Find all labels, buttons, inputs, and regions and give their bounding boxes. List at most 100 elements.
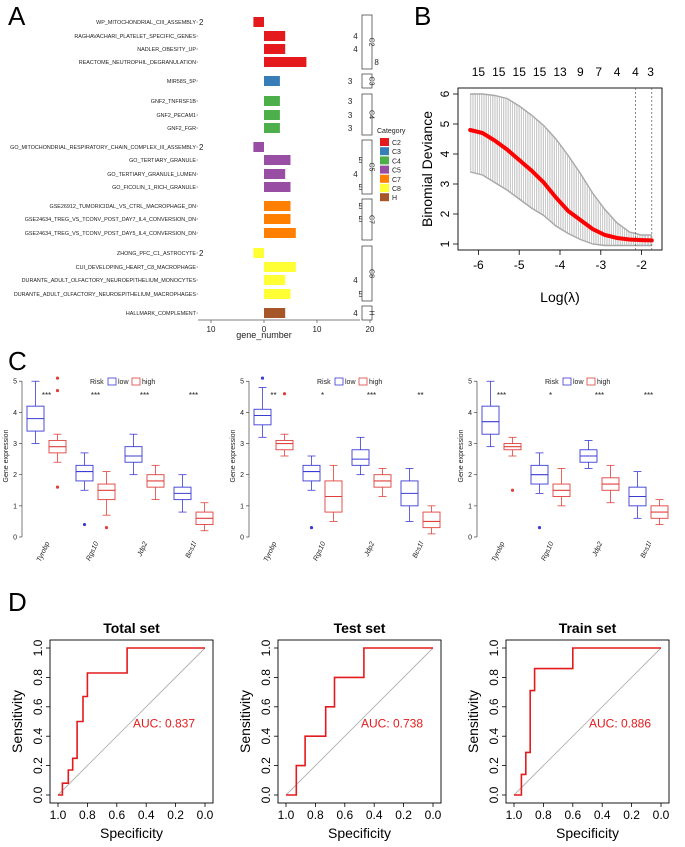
bar — [264, 76, 280, 86]
legend-label: low — [345, 379, 356, 386]
y-tick-label: 2 — [468, 472, 472, 479]
plot-frame — [49, 639, 214, 804]
group-strip-label: C3 — [368, 77, 375, 86]
y-tick-label: 0.4 — [31, 728, 45, 745]
y-tick-label: 1.0 — [259, 639, 273, 656]
legend-swatch — [380, 138, 389, 146]
group-strip — [361, 73, 373, 89]
bar — [264, 169, 286, 179]
roc-curve — [514, 647, 661, 796]
y-tick-label: 0.6 — [487, 698, 501, 715]
box-high — [275, 439, 294, 451]
pathway-label: WP_MITOCHONDRIAL_CIII_ASSEMBLY — [96, 20, 196, 26]
y-axis-title: Sensitivity — [9, 690, 25, 753]
y-tick-label: 5 — [438, 120, 452, 127]
legend-swatch — [131, 377, 141, 386]
legend-label: C2 — [392, 140, 401, 147]
y-tick-label: 0.0 — [487, 786, 501, 803]
group-strip-label: C7 — [368, 215, 375, 224]
roc-curve — [58, 647, 205, 796]
y-tick-label: 0.8 — [259, 669, 273, 686]
gene-label: Tyrobp — [36, 541, 51, 563]
panel-label-a: A — [8, 1, 26, 31]
legend-swatch — [380, 184, 389, 192]
x-tick-label: 0 — [262, 325, 267, 334]
x-tick-label: 0.4 — [594, 808, 611, 822]
bar-count-label: 2 — [199, 249, 204, 258]
bar-count-label: 4 — [353, 45, 358, 54]
pathway-label: GNF2_FGR — [167, 126, 196, 132]
legend-label: low — [573, 379, 584, 386]
panel-d-roc-curves: 1.0 0.8 0.6 0.4 0.2 0.0 0.0 0.2 0.4 0.6 0.8 1.0 Tota… — [9, 620, 670, 841]
bar-count-label: 4 — [353, 170, 358, 179]
lower-bound-line — [470, 171, 652, 247]
y-tick-label: 3 — [468, 441, 472, 448]
bar — [264, 57, 307, 67]
legend-label: low — [118, 379, 129, 386]
panel-label-d: D — [8, 587, 27, 617]
outlier-point — [82, 522, 87, 527]
x-tick-label: 0.0 — [197, 808, 214, 822]
top-count-label: 15 — [472, 65, 486, 79]
gene-label: Jdp2 — [363, 541, 376, 559]
legend-swatch — [380, 165, 389, 174]
pathway-label: REACTOME_NEUTROPHIL_DEGRANULATION — [79, 60, 196, 66]
y-tick-label: 0.2 — [487, 757, 501, 774]
diagonal-reference — [285, 647, 434, 796]
bar-count-label: 3 — [348, 77, 353, 86]
group-strip-label: H — [368, 310, 375, 315]
bar-count-label: 4 — [353, 32, 358, 41]
bar — [253, 248, 264, 258]
outlier-point — [55, 485, 60, 489]
y-tick-label: 1 — [438, 240, 452, 247]
significance-label: *** — [497, 391, 506, 400]
pathway-label: MIR58S_5P — [167, 79, 196, 85]
group-strip — [361, 93, 373, 136]
bar — [264, 31, 286, 41]
bar — [264, 110, 280, 120]
y-tick-label: 0.0 — [259, 786, 273, 803]
bar — [264, 182, 291, 192]
y-tick-label: 1.0 — [487, 639, 501, 656]
pathway-label: DURANTE_ADULT_OLFACTORY_NEUROEPITHELIUM_… — [14, 292, 197, 298]
legend-title: Risk — [90, 379, 104, 386]
gene-label: Rgs10 — [312, 541, 327, 562]
legend-title: Risk — [545, 379, 559, 386]
y-tick-label: 4 — [240, 410, 244, 417]
group-strip-label: C2 — [368, 38, 375, 47]
y-tick-label: 1 — [240, 503, 244, 510]
group-strip-label: C5 — [368, 163, 375, 172]
bar — [264, 289, 291, 299]
legend-label: C3 — [392, 149, 401, 156]
bar — [264, 201, 291, 211]
outlier-point — [309, 526, 314, 530]
y-tick-label: 0.8 — [487, 669, 501, 686]
roc-title: Total set — [103, 620, 160, 636]
bar-count-label: 5 — [359, 215, 364, 224]
bar-count-label: 4 — [353, 309, 358, 318]
bar-count-label: 2 — [199, 143, 204, 152]
x-tick-label: 0.8 — [79, 808, 96, 822]
x-tick-label: 0.0 — [653, 808, 670, 822]
legend-swatch — [380, 174, 389, 183]
bar — [264, 262, 296, 272]
x-tick-label: 1.0 — [278, 808, 295, 822]
y-tick-label: 3 — [13, 441, 17, 448]
panel-label-b: B — [414, 1, 431, 31]
y-tick-label: 5 — [13, 379, 17, 386]
box-low — [481, 405, 500, 435]
x-tick-label: 0.8 — [307, 808, 324, 822]
auc-label: AUC: 0.738 — [361, 716, 423, 730]
pathway-label: GO_FICOLIN_1_RICH_GRANULE — [112, 185, 196, 191]
diagonal-reference — [57, 647, 206, 796]
box-low — [124, 446, 143, 463]
x-tick-label: 1.0 — [506, 808, 523, 822]
box-low — [253, 408, 272, 426]
significance-label: *** — [644, 391, 653, 400]
y-tick-label: 2 — [13, 472, 17, 479]
legend-label: C4 — [392, 158, 401, 165]
x-tick-label: 0.8 — [535, 808, 552, 822]
bar — [264, 155, 291, 165]
significance-label: *** — [595, 391, 604, 400]
group-strip — [361, 305, 373, 321]
